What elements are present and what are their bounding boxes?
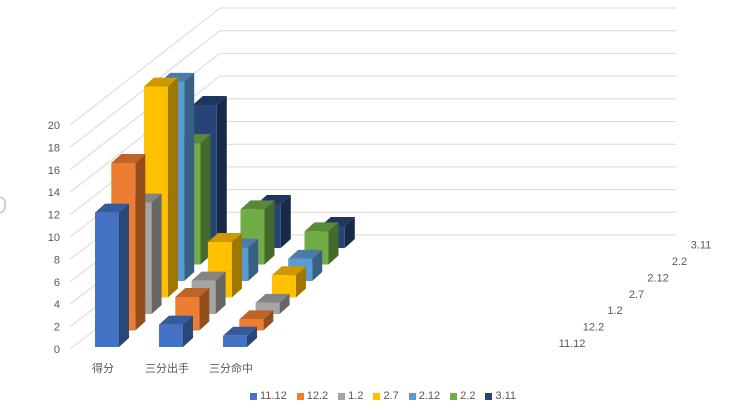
y-tick-label: 12	[48, 210, 60, 222]
legend-swatch-icon	[250, 392, 257, 400]
depth-label: 11.12	[559, 338, 586, 350]
y-axis-ticks: 0 2 4 6 8 10 12 14 16 18 20	[48, 120, 60, 356]
bar-11.12-得分	[95, 203, 129, 347]
legend-item: 1.2	[338, 390, 363, 402]
y-tick-label: 2	[54, 322, 60, 334]
y-tick-label: 20	[48, 120, 60, 132]
legend-swatch-icon	[408, 392, 416, 400]
depth-label: 2.7	[629, 289, 644, 301]
y-tick-label: 6	[54, 277, 60, 289]
y-tick-label: 14	[48, 187, 60, 199]
bars	[95, 72, 355, 347]
depth-label: 1.2	[607, 305, 622, 317]
legend-label: 2.2	[460, 390, 476, 402]
legend-label: 1.2	[348, 390, 364, 402]
legend-item: 3.11	[485, 390, 516, 402]
legend-label: 12.2	[306, 390, 329, 402]
y-tick-label: 18	[48, 142, 60, 154]
legend-item: 2.2	[450, 390, 475, 402]
depth-label: 2.12	[647, 272, 668, 284]
category-axis: 得分 三分出手 三分命中	[92, 361, 253, 375]
legend-item: 11.12	[250, 390, 287, 402]
legend-label: 2.12	[418, 390, 441, 402]
bar-12.2-三分命中	[239, 310, 274, 331]
legend-item: 2.12	[408, 390, 441, 402]
legend-swatch-icon	[296, 392, 304, 400]
y-tick-label: 4	[54, 299, 60, 311]
category-label: 三分命中	[209, 361, 253, 375]
y-tick-label: 0	[54, 344, 60, 356]
legend-label: 2.7	[383, 390, 399, 402]
depth-label: 3.11	[691, 240, 712, 252]
bar-11.12-三分出手	[159, 315, 193, 347]
legend-swatch-icon	[338, 392, 346, 400]
category-label: 得分	[92, 362, 114, 375]
legend-item: 12.2	[296, 390, 329, 402]
legend-swatch-icon	[373, 392, 381, 400]
depth-label: 2.2	[672, 256, 687, 268]
bar-1.2-三分命中	[255, 293, 290, 314]
legend-label: 11.12	[260, 390, 287, 402]
legend-swatch-icon	[485, 392, 493, 400]
legend-label: 3.11	[495, 390, 517, 402]
legend-item: 2.7	[373, 390, 399, 402]
y-tick-label: 8	[54, 254, 60, 266]
depth-label: 12.2	[583, 322, 604, 334]
y-tick-label: 16	[48, 165, 60, 177]
legend: 11.12 12.2 1.2 2.7 2.12 2.2 3.11	[250, 390, 516, 402]
category-label: 三分出手	[145, 361, 189, 375]
y-tick-label: 10	[48, 232, 60, 244]
bar-2.7-三分命中	[271, 266, 306, 298]
depth-axis: 11.12 12.21.2 2.72.12 2.2 3.11	[559, 240, 712, 350]
bar-11.12-三分命中	[223, 326, 257, 347]
legend-swatch-icon	[450, 392, 458, 400]
